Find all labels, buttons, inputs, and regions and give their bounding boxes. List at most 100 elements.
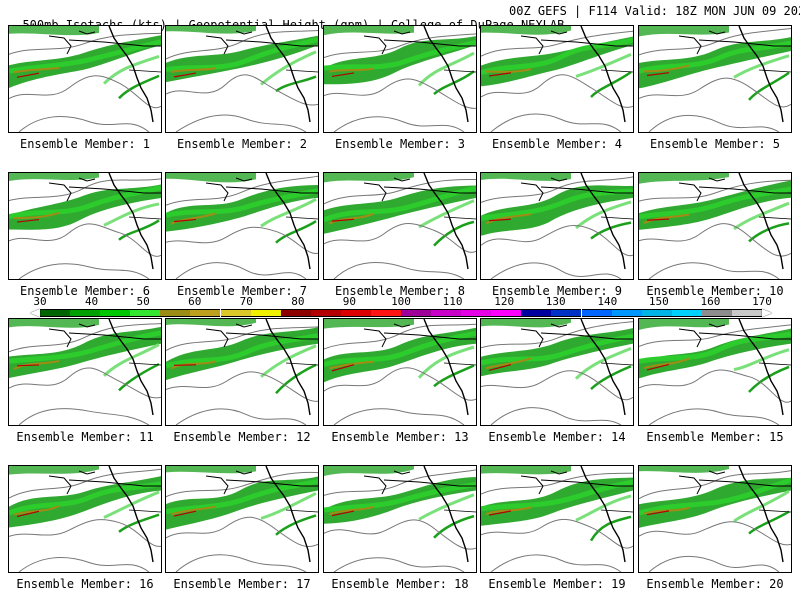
coastline (678, 470, 726, 495)
jet-band (103, 202, 160, 227)
jet-band (275, 220, 317, 244)
jet-band (324, 319, 414, 329)
jet-band (433, 70, 475, 96)
jet-band (9, 466, 99, 475)
jet-band (118, 74, 160, 100)
height-contour (9, 32, 161, 55)
jet-core (173, 510, 197, 517)
colorbar-segment (130, 309, 161, 317)
member-map (323, 465, 477, 573)
colorbar-tick-label: 140 (597, 295, 618, 308)
coastline (520, 470, 568, 495)
member-map (8, 318, 162, 426)
border-line (600, 216, 633, 220)
member-map (480, 465, 634, 573)
height-contour (166, 74, 318, 106)
colorbar-segment (671, 309, 702, 317)
member-label: Ensemble Member: 8 (334, 284, 466, 298)
jet-core (13, 211, 60, 220)
jet-band (9, 39, 161, 74)
colorbar-tick-label: 100 (391, 295, 411, 308)
border-line (758, 509, 791, 513)
member-map (480, 25, 634, 133)
jet-band (733, 54, 790, 79)
ensemble-member-panel: Ensemble Member: 9 (480, 172, 634, 300)
jet-band (639, 477, 791, 516)
jet-band (275, 363, 317, 395)
colorbar-tick-label: 60 (188, 295, 202, 308)
jet-band (733, 490, 790, 523)
height-contour (9, 223, 161, 257)
member-map (8, 172, 162, 280)
jet-core (170, 360, 217, 370)
jet-band (9, 319, 99, 328)
ensemble-member-panel: Ensemble Member: 15 (638, 318, 792, 446)
member-label: Ensemble Member: 11 (16, 430, 154, 444)
ensemble-member-panel: Ensemble Member: 6 (8, 172, 162, 300)
jet-band (324, 481, 476, 513)
height-contour (166, 30, 318, 60)
colorbar-segment (581, 309, 612, 317)
height-contour (481, 225, 633, 257)
colorbar-segment (641, 309, 672, 317)
jet-core (646, 72, 670, 77)
member-map (8, 25, 162, 133)
border-line (698, 39, 791, 47)
ensemble-member-panel: Ensemble Member: 5 (638, 25, 792, 153)
colorbar-segment (310, 309, 341, 317)
coastline (205, 323, 253, 348)
jet-core (13, 66, 60, 74)
jet-band (589, 515, 632, 542)
height-contour (333, 262, 465, 279)
border-line (758, 216, 791, 220)
colorbar-tick-label: 40 (84, 295, 99, 308)
member-label: Ensemble Member: 17 (173, 577, 311, 591)
jet-band (481, 319, 571, 328)
ensemble-member-panel: Ensemble Member: 3 (323, 25, 477, 153)
colorbar-tick-label: 160 (700, 295, 721, 308)
jet-core (488, 218, 512, 222)
jet-band (590, 71, 632, 98)
member-label: Ensemble Member: 13 (331, 430, 469, 444)
ensemble-member-panel: Ensemble Member: 4 (480, 25, 634, 153)
colorbar-segment (401, 309, 432, 317)
jet-band (575, 52, 632, 78)
height-contour (324, 519, 476, 550)
jet-core (328, 67, 375, 73)
member-label: Ensemble Member: 3 (334, 137, 466, 151)
border-line (68, 39, 161, 47)
jet-core (16, 510, 40, 518)
border-line (225, 479, 318, 487)
member-label: Ensemble Member: 6 (19, 284, 151, 298)
border-line (600, 362, 633, 366)
colorbar-segment (250, 309, 281, 317)
jet-core (485, 357, 532, 370)
isotach-colorbar: 30 40 50 60 70 80 90 100 110 120 130 140 150 160 170 (0, 296, 800, 320)
jet-band (9, 173, 99, 182)
ensemble-member-panel: Ensemble Member: 8 (323, 172, 477, 300)
member-label: Ensemble Member: 4 (491, 137, 623, 151)
jet-band (324, 330, 476, 367)
jet-band (166, 37, 318, 73)
height-contour (166, 326, 318, 351)
member-label: Ensemble Member: 14 (488, 430, 626, 444)
ensemble-member-panel: Ensemble Member: 14 (480, 318, 634, 446)
member-map (480, 318, 634, 426)
border-line (698, 186, 791, 194)
colorbar-segment (731, 309, 762, 317)
jet-core (646, 510, 670, 516)
jet-core (170, 212, 217, 225)
height-contour (333, 116, 465, 132)
height-contour (333, 408, 465, 425)
coastline (678, 177, 726, 202)
jet-band (590, 221, 632, 240)
height-contour (166, 226, 318, 254)
ensemble-member-panel: Ensemble Member: 1 (8, 25, 162, 153)
colorbar-segment (551, 309, 582, 317)
height-contour (481, 74, 633, 108)
border-line (383, 479, 476, 487)
jet-core (331, 218, 355, 222)
border-line (443, 69, 476, 73)
border-line (285, 216, 318, 220)
colorbar-segment (521, 309, 552, 317)
